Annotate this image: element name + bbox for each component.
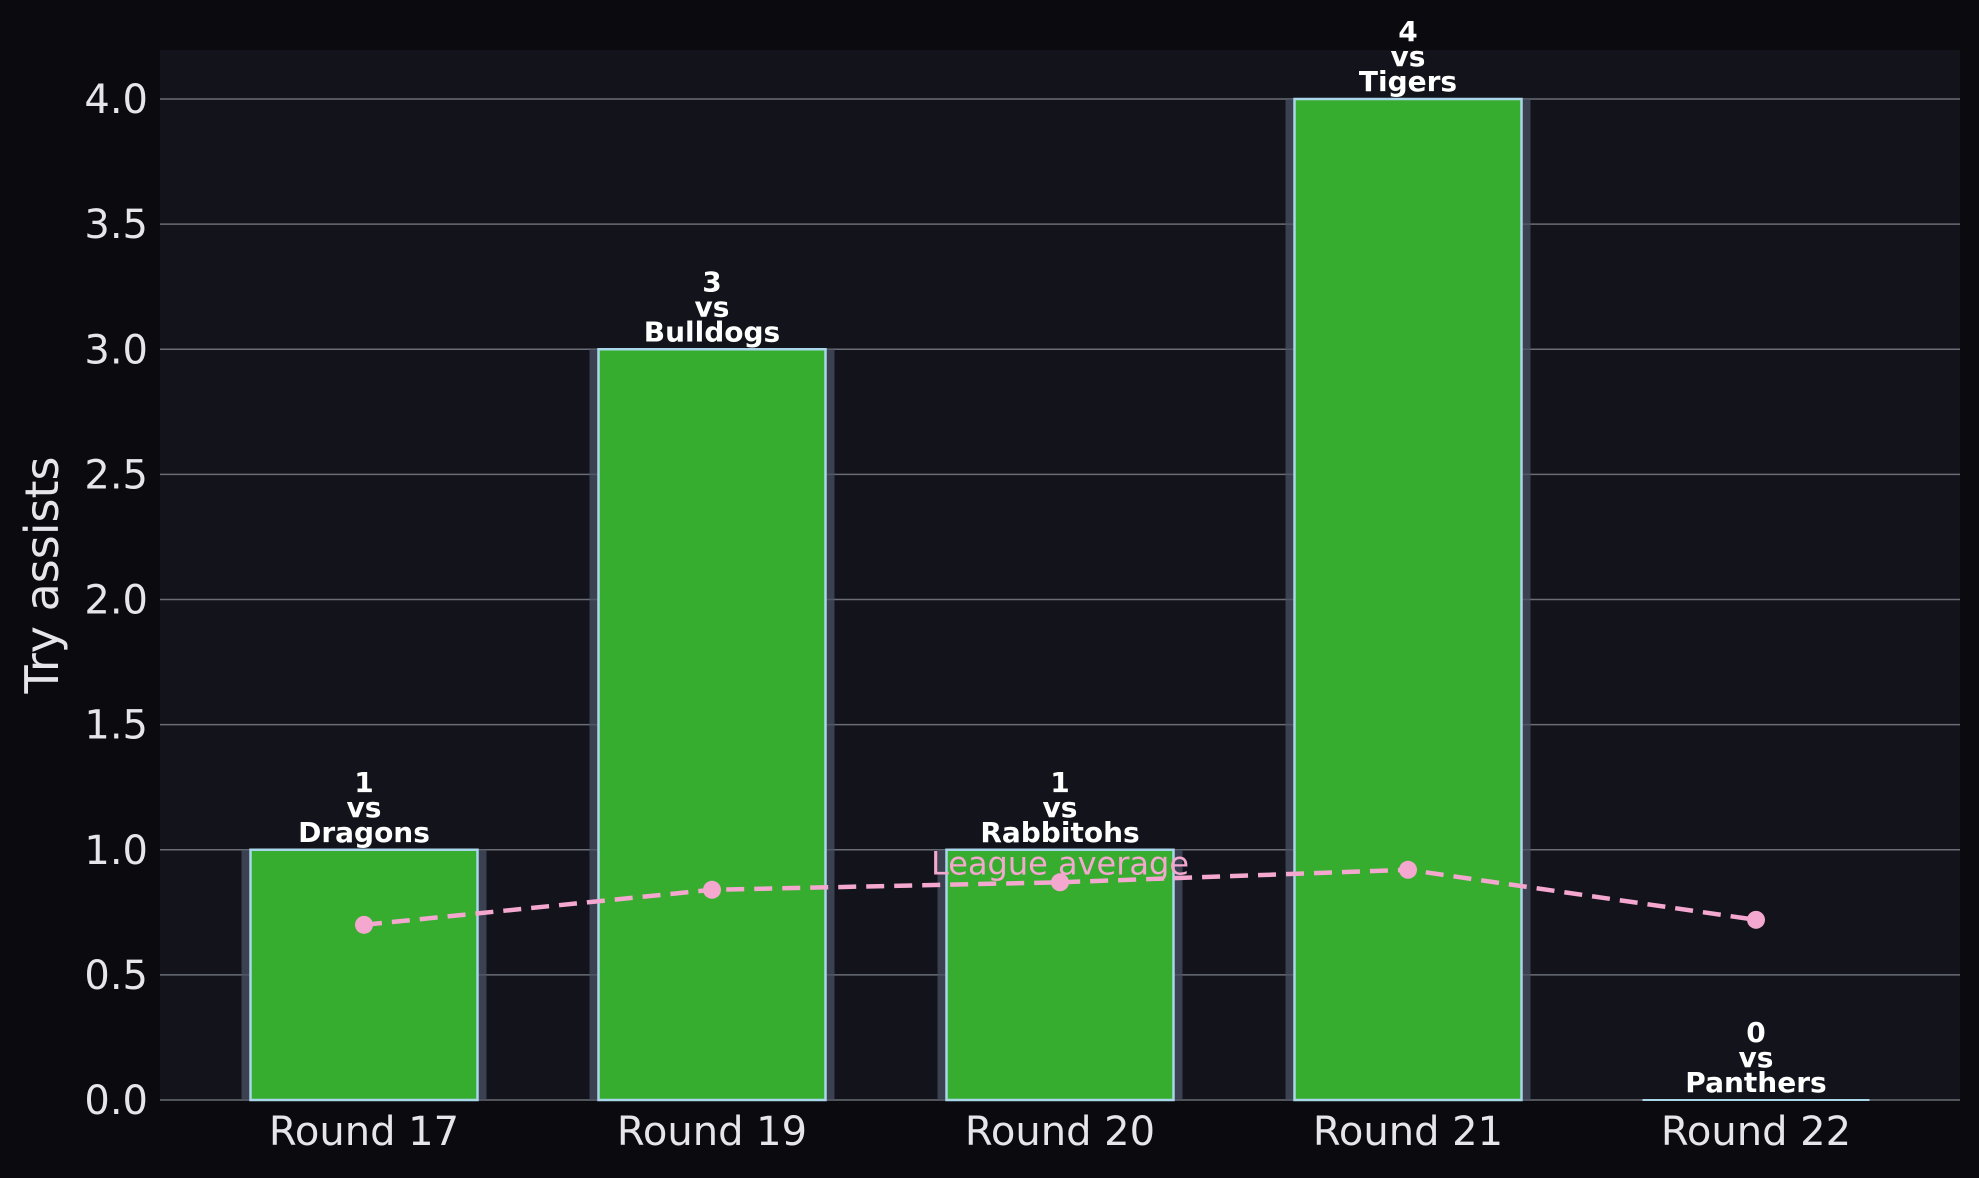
y-tick-label: 4.0 — [84, 77, 148, 123]
bar-vs-label: vs — [695, 290, 730, 323]
y-tick-label: 2.5 — [84, 452, 148, 498]
league-average-point — [1051, 873, 1069, 892]
league-average-series — [355, 860, 1765, 934]
y-tick-label: 3.0 — [84, 327, 148, 373]
bar-opponent-label: Dragons — [298, 816, 430, 849]
bar-opponent-label: Tigers — [1359, 65, 1457, 98]
bar — [1293, 97, 1523, 1102]
bar-value-label: 1 — [1050, 766, 1069, 799]
bar-value-label: 1 — [354, 766, 373, 799]
labels: 0.00.51.01.52.02.53.03.54.01vsDragonsRou… — [84, 15, 1851, 1155]
y-tick-label: 1.0 — [84, 828, 148, 874]
bar — [597, 348, 827, 1102]
bar-vs-label: vs — [347, 791, 382, 824]
y-tick-label: 0.5 — [84, 953, 148, 999]
bar-value-label: 3 — [702, 265, 721, 298]
y-tick-label: 3.5 — [84, 202, 148, 248]
y-tick-label: 0.0 — [84, 1078, 148, 1124]
y-tick-label: 2.0 — [84, 578, 148, 624]
league-average-point — [355, 915, 373, 934]
x-tick-label: Round 22 — [1661, 1109, 1851, 1155]
x-tick-label: Round 21 — [1313, 1109, 1503, 1155]
league-average-label: League average — [931, 844, 1189, 882]
x-tick-label: Round 20 — [965, 1109, 1155, 1155]
y-tick-label: 1.5 — [84, 703, 148, 749]
bar-value-label: 4 — [1398, 15, 1417, 48]
x-tick-label: Round 17 — [269, 1109, 459, 1155]
bar — [249, 848, 479, 1102]
bar-opponent-label: Panthers — [1685, 1066, 1826, 1099]
bar — [945, 848, 1175, 1102]
league-average-point — [1747, 910, 1765, 929]
league-average-point — [1399, 860, 1417, 879]
bar-opponent-label: Bulldogs — [644, 315, 780, 348]
bar-opponent-label: Rabbitohs — [980, 816, 1139, 849]
x-tick-label: Round 19 — [617, 1109, 807, 1155]
league-average-point — [703, 880, 721, 899]
bar-vs-label: vs — [1043, 791, 1078, 824]
bar-vs-label: vs — [1391, 40, 1426, 73]
league-average-line — [363, 867, 1757, 928]
bar-value-label: 0 — [1746, 1016, 1765, 1049]
bar-vs-label: vs — [1739, 1041, 1774, 1074]
bars — [241, 97, 1870, 1102]
y-axis-label: Try assists — [15, 457, 69, 695]
